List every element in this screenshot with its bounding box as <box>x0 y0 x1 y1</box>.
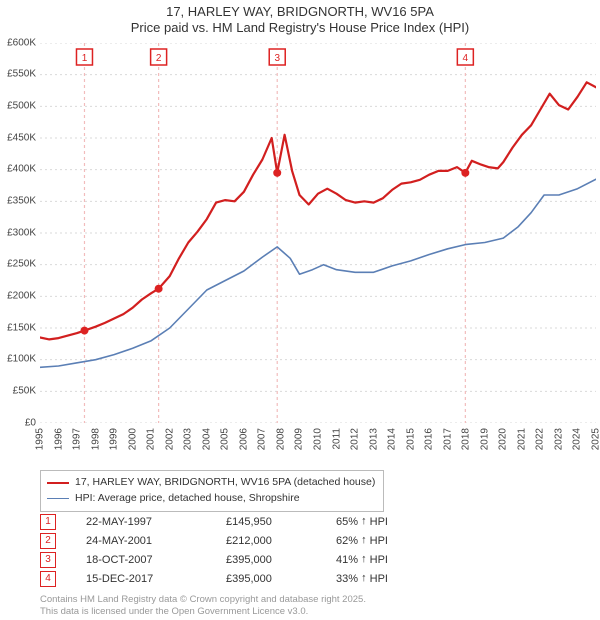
footer-line-1: Contains HM Land Registry data © Crown c… <box>40 594 366 606</box>
sales-table: 1 22-MAY-1997£145,95065% ↑ HPI 2 24-MAY-200… <box>40 512 496 588</box>
x-tick-label: 2003 <box>183 428 194 450</box>
x-tick-label: 1999 <box>109 428 120 450</box>
x-tick-label: 1996 <box>53 428 64 450</box>
marker-badge: 1 <box>40 514 56 530</box>
y-tick-label: £50K <box>13 385 36 396</box>
sale-date: 24-MAY-2001 <box>86 535 226 547</box>
sale-date: 15-DEC-2017 <box>86 573 226 585</box>
x-tick-label: 2019 <box>479 428 490 450</box>
x-tick-label: 2012 <box>350 428 361 450</box>
x-tick-label: 2009 <box>294 428 305 450</box>
plot-svg: 1 2 3 4 <box>40 43 596 423</box>
x-tick-label: 2024 <box>572 428 583 450</box>
sale-vs-hpi: 41% ↑ HPI <box>336 554 496 566</box>
x-tick-label: 2017 <box>442 428 453 450</box>
x-tick-label: 2015 <box>405 428 416 450</box>
y-tick-label: £400K <box>7 164 36 175</box>
table-row: 4 15-DEC-2017£395,00033% ↑ HPI <box>40 569 496 588</box>
y-axis-labels: £0£50K£100K£150K£200K£250K£300K£350K£400… <box>0 43 38 423</box>
sale-price: £212,000 <box>226 535 336 547</box>
x-tick-label: 2020 <box>498 428 509 450</box>
x-tick-label: 2001 <box>146 428 157 450</box>
chart-area: £0£50K£100K£150K£200K£250K£300K£350K£400… <box>40 43 596 423</box>
x-tick-label: 2011 <box>331 428 342 450</box>
y-tick-label: £300K <box>7 227 36 238</box>
sale-vs-hpi: 33% ↑ HPI <box>336 573 496 585</box>
x-tick-label: 2021 <box>516 428 527 450</box>
sale-vs-hpi: 62% ↑ HPI <box>336 535 496 547</box>
y-tick-label: £350K <box>7 195 36 206</box>
x-tick-label: 2010 <box>313 428 324 450</box>
x-tick-label: 2014 <box>387 428 398 450</box>
x-tick-label: 1997 <box>72 428 83 450</box>
sale-price: £395,000 <box>226 573 336 585</box>
svg-text:4: 4 <box>463 53 469 64</box>
y-tick-label: £250K <box>7 259 36 270</box>
chart-title-block: 17, HARLEY WAY, BRIDGNORTH, WV16 5PA Pri… <box>0 0 600 37</box>
table-row: 2 24-MAY-2001£212,00062% ↑ HPI <box>40 531 496 550</box>
y-tick-label: £500K <box>7 100 36 111</box>
legend-item-2: HPI: Average price, detached house, Shro… <box>47 491 375 507</box>
marker-badge: 4 <box>40 571 56 587</box>
x-tick-label: 2006 <box>238 428 249 450</box>
x-tick-label: 2005 <box>220 428 231 450</box>
sale-price: £145,950 <box>226 516 336 528</box>
legend-label-2: HPI: Average price, detached house, Shro… <box>75 491 300 507</box>
marker-badge: 3 <box>40 552 56 568</box>
x-tick-label: 2002 <box>164 428 175 450</box>
svg-text:1: 1 <box>82 53 88 64</box>
title-line-1: 17, HARLEY WAY, BRIDGNORTH, WV16 5PA <box>0 4 600 20</box>
y-tick-label: £150K <box>7 322 36 333</box>
y-tick-label: £450K <box>7 132 36 143</box>
footer-line-2: This data is licensed under the Open Gov… <box>40 606 366 618</box>
legend-label-1: 17, HARLEY WAY, BRIDGNORTH, WV16 5PA (de… <box>75 475 375 491</box>
marker-badge: 2 <box>40 533 56 549</box>
x-tick-label: 2007 <box>257 428 268 450</box>
sale-price: £395,000 <box>226 554 336 566</box>
x-tick-label: 2013 <box>368 428 379 450</box>
legend-item-1: 17, HARLEY WAY, BRIDGNORTH, WV16 5PA (de… <box>47 475 375 491</box>
x-tick-label: 2016 <box>424 428 435 450</box>
y-tick-label: £550K <box>7 69 36 80</box>
title-line-2: Price paid vs. HM Land Registry's House … <box>0 20 600 36</box>
legend-swatch-2 <box>47 498 69 499</box>
x-tick-label: 2008 <box>275 428 286 450</box>
sale-date: 22-MAY-1997 <box>86 516 226 528</box>
x-tick-label: 1998 <box>90 428 101 450</box>
table-row: 1 22-MAY-1997£145,95065% ↑ HPI <box>40 512 496 531</box>
y-tick-label: £0 <box>25 417 36 428</box>
legend-swatch-1 <box>47 482 69 484</box>
table-row: 3 18-OCT-2007£395,00041% ↑ HPI <box>40 550 496 569</box>
sale-vs-hpi: 65% ↑ HPI <box>336 516 496 528</box>
y-tick-label: £200K <box>7 290 36 301</box>
y-tick-label: £600K <box>7 37 36 48</box>
x-tick-label: 2000 <box>127 428 138 450</box>
x-tick-label: 2004 <box>201 428 212 450</box>
legend: 17, HARLEY WAY, BRIDGNORTH, WV16 5PA (de… <box>40 470 384 512</box>
y-tick-label: £100K <box>7 354 36 365</box>
svg-text:2: 2 <box>156 53 162 64</box>
x-tick-label: 2022 <box>535 428 546 450</box>
x-tick-label: 2025 <box>591 428 600 450</box>
footer: Contains HM Land Registry data © Crown c… <box>40 594 366 618</box>
x-tick-label: 2023 <box>553 428 564 450</box>
svg-text:3: 3 <box>274 53 280 64</box>
x-tick-label: 2018 <box>461 428 472 450</box>
sale-date: 18-OCT-2007 <box>86 554 226 566</box>
x-tick-label: 1995 <box>35 428 46 450</box>
